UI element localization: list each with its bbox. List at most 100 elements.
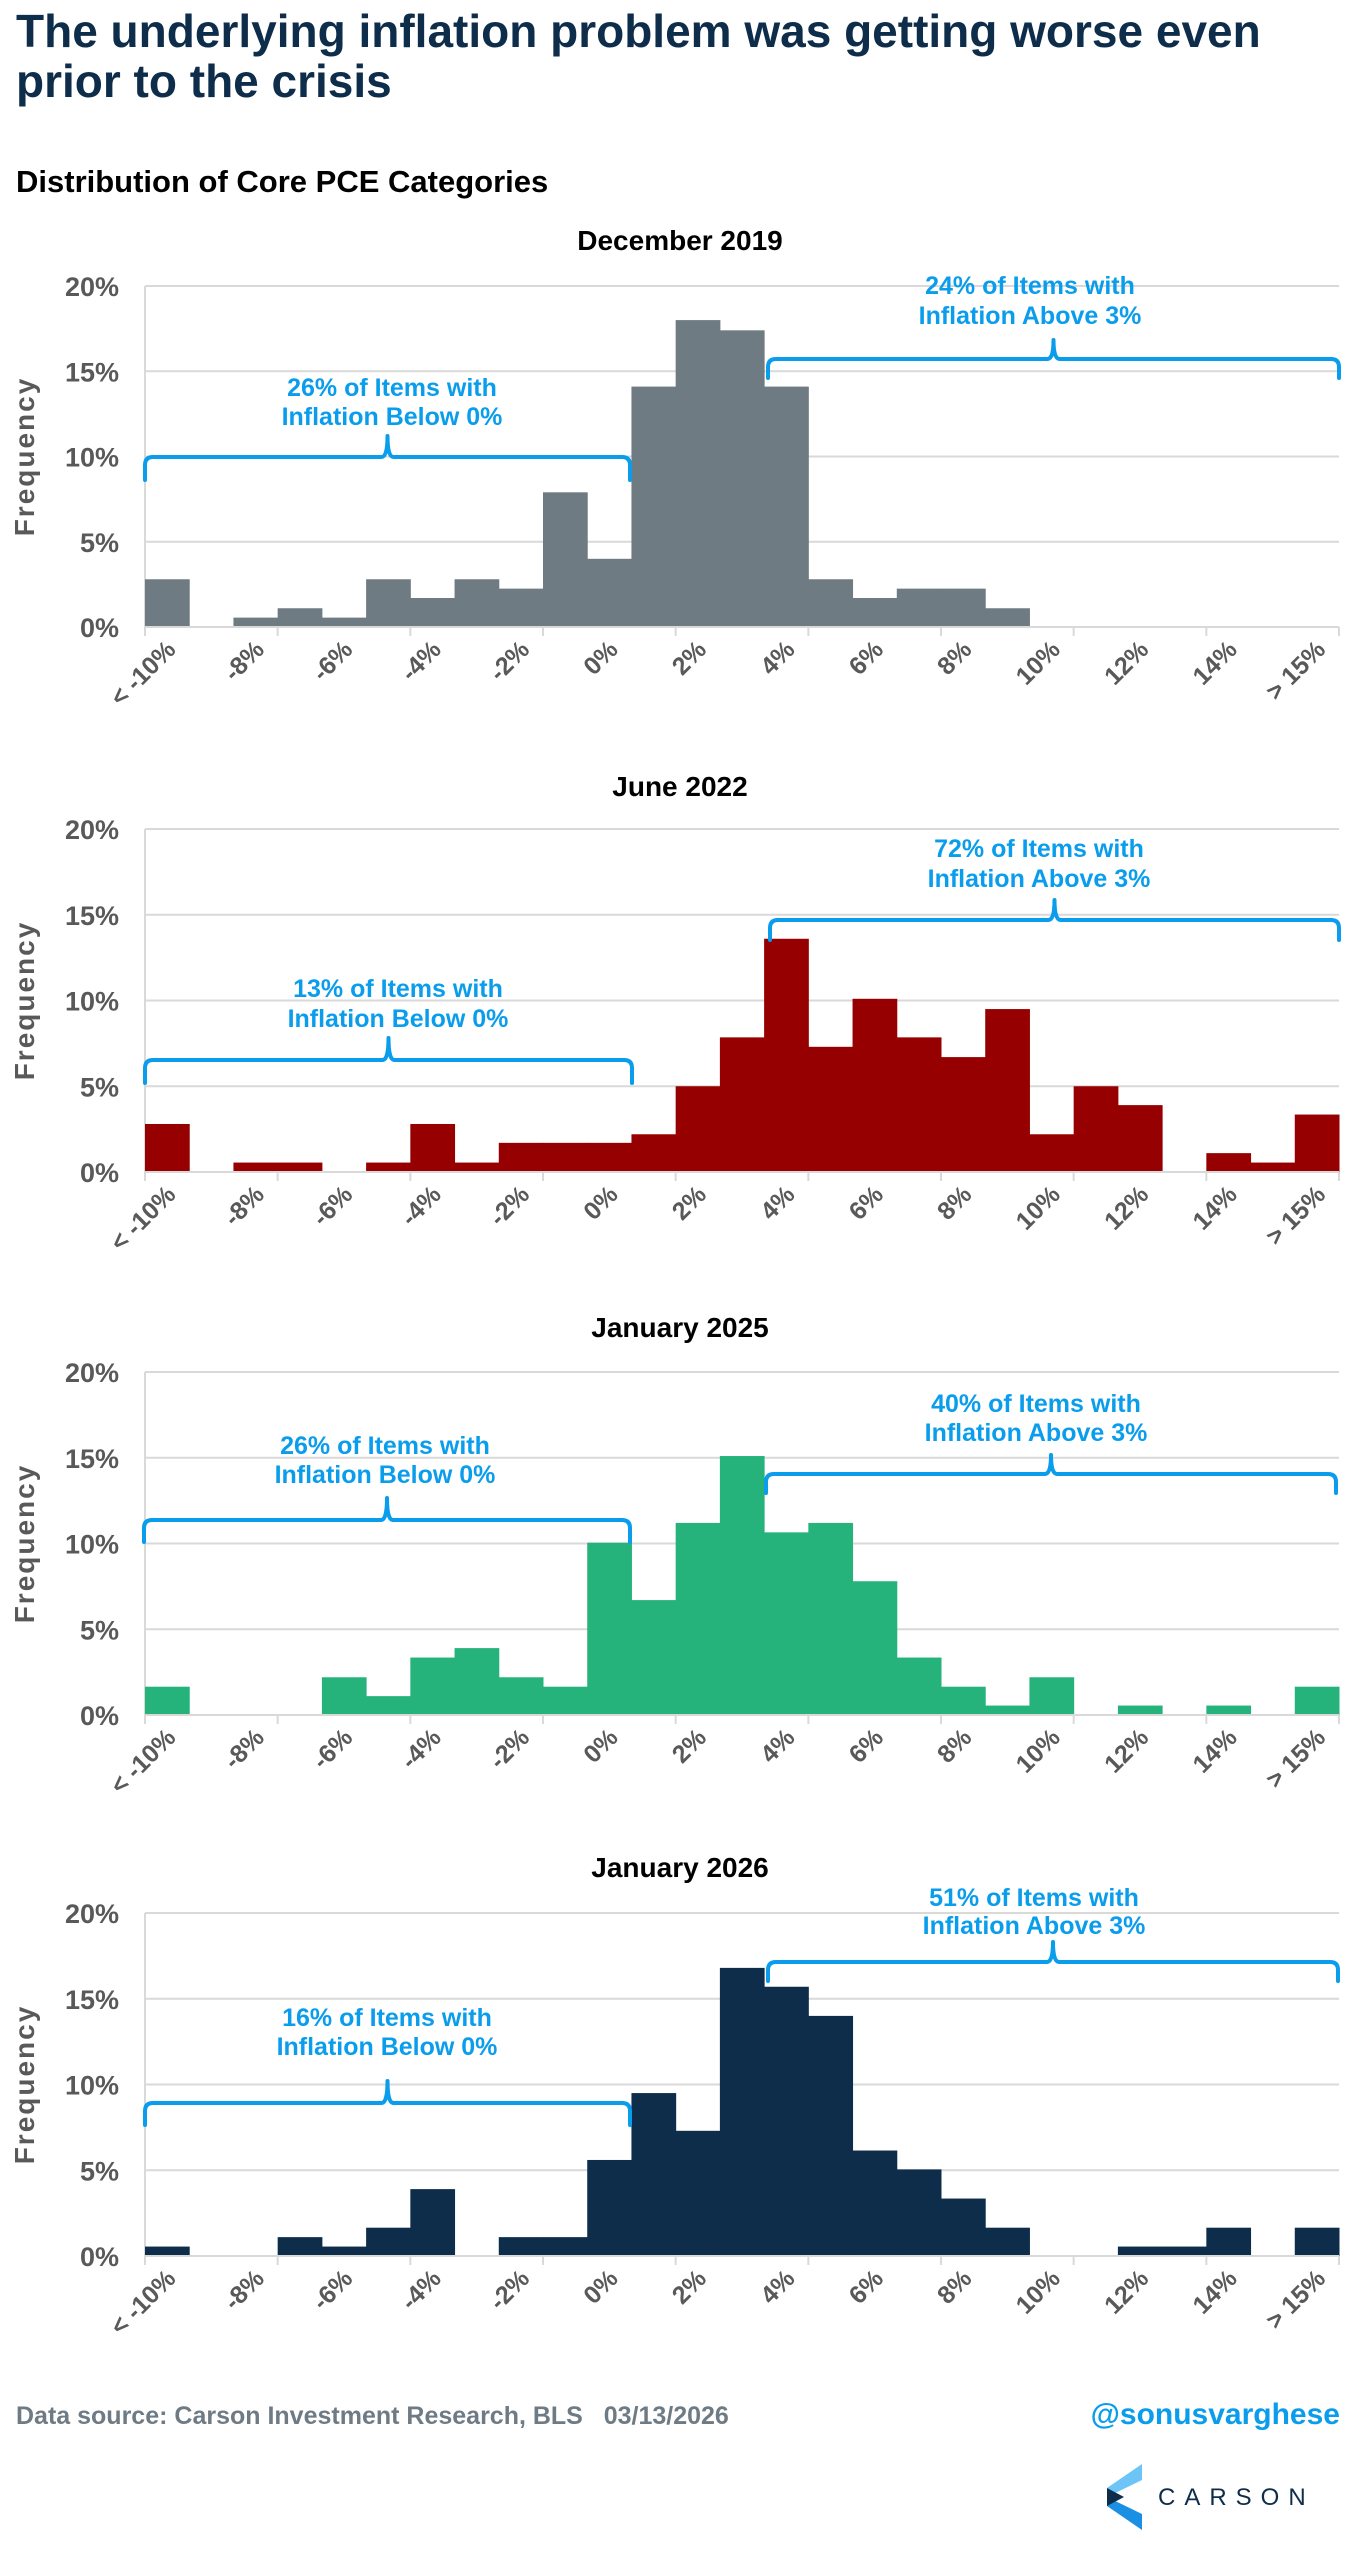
x-tick-label: 8% — [932, 1723, 977, 1768]
y-tick-label: 5% — [80, 1615, 119, 1645]
x-tick-label: 0% — [578, 1180, 623, 1225]
x-tick-label: 2% — [667, 1723, 712, 1768]
x-tick-label: < -10% — [105, 1723, 181, 1799]
histogram-bar — [145, 1123, 190, 1172]
histogram-bar — [233, 1162, 279, 1172]
carson-logo-text: CARSON — [1158, 2484, 1315, 2511]
annotation-line-2: Inflation Below 0% — [288, 1005, 509, 1033]
above-three-bracket — [768, 898, 1341, 942]
x-tick-label: 12% — [1099, 1180, 1154, 1235]
histogram-bar — [1294, 1686, 1340, 1715]
histogram-bar — [145, 2246, 190, 2256]
histogram-bar — [587, 1142, 632, 1172]
histogram-bar — [764, 386, 809, 627]
chart-title: December 2019 — [577, 225, 782, 256]
y-axis-label: Frequency — [9, 1464, 40, 1624]
histogram-bar — [321, 617, 367, 627]
y-tick-label: 5% — [80, 2156, 119, 2186]
histogram-bar — [675, 1086, 721, 1172]
y-tick-label: 0% — [80, 1158, 119, 1188]
annotation-line-2: Inflation Below 0% — [277, 2033, 498, 2061]
x-tick-label: -4% — [395, 635, 446, 686]
histogram-bar — [587, 558, 632, 627]
annotation-line-2: Inflation Above 3% — [923, 1912, 1146, 1940]
annotation-line-2: Inflation Above 3% — [925, 1419, 1148, 1447]
histogram-bar — [233, 617, 279, 627]
histogram-bar — [852, 998, 898, 1172]
y-tick-label: 15% — [65, 1444, 119, 1474]
x-tick-label: > 15% — [1261, 1723, 1331, 1793]
histogram-bar — [675, 320, 721, 627]
histogram-bar — [498, 588, 544, 627]
histogram-bar — [852, 2150, 898, 2256]
histogram-bar — [985, 1705, 1030, 1715]
carson-logo-icon — [1107, 2464, 1142, 2530]
x-tick-label: 10% — [1011, 635, 1066, 690]
histogram-bar — [808, 1046, 854, 1172]
x-tick-label: 8% — [932, 2264, 977, 2309]
histogram-bar — [587, 2159, 632, 2256]
x-tick-label: 12% — [1099, 635, 1154, 690]
histogram-bar — [631, 1134, 677, 1172]
x-tick-label: -6% — [307, 1180, 358, 1231]
histogram-bar — [764, 1986, 809, 2256]
above-three-bracket — [766, 1940, 1340, 1983]
x-tick-label: 12% — [1099, 2264, 1154, 2319]
annotation-line-1: 26% of Items with — [280, 1432, 490, 1460]
x-tick-label: 4% — [755, 1723, 800, 1768]
annotation-line-1: 40% of Items with — [931, 1390, 1141, 1418]
x-tick-label: 0% — [578, 1723, 623, 1768]
histogram-bar — [1294, 2227, 1340, 2256]
annotation-line-1: 51% of Items with — [929, 1884, 1139, 1912]
histogram-bar — [852, 1581, 898, 1715]
histogram-bar — [277, 608, 323, 627]
histogram-bar — [587, 1542, 632, 1715]
histogram-bar — [454, 1648, 500, 1715]
y-tick-label: 15% — [65, 901, 119, 931]
x-tick-label: < -10% — [105, 2264, 181, 2340]
chart-title: June 2022 — [612, 771, 747, 802]
y-tick-label: 15% — [65, 1985, 119, 2015]
x-tick-label: -2% — [484, 1180, 535, 1231]
histogram-bar — [1029, 1134, 1075, 1172]
x-tick-label: 14% — [1187, 1723, 1242, 1778]
annotation-line-1: 26% of Items with — [287, 374, 497, 402]
histogram-bar — [719, 1456, 765, 1715]
histogram-bar — [852, 598, 898, 627]
x-tick-label: -6% — [307, 635, 358, 686]
x-tick-label: -8% — [219, 635, 270, 686]
x-tick-label: > 15% — [1261, 1180, 1331, 1250]
histogram-bar — [410, 598, 456, 627]
x-tick-label: < -10% — [105, 1180, 181, 1256]
histogram-bar — [543, 492, 588, 627]
below-zero-bracket — [142, 1496, 632, 1544]
histogram-bar — [675, 2130, 721, 2256]
y-tick-label: 0% — [80, 2242, 119, 2272]
x-tick-label: 10% — [1011, 1180, 1066, 1235]
x-tick-label: 0% — [578, 635, 623, 680]
chart-title: January 2025 — [591, 1312, 768, 1343]
above-three-bracket — [764, 1453, 1338, 1495]
y-tick-label: 20% — [65, 815, 119, 845]
annotation-line-1: 72% of Items with — [934, 835, 1144, 863]
histogram-bar — [498, 1677, 544, 1715]
annotation-line-2: Inflation Below 0% — [275, 1461, 496, 1489]
carson-logo: CARSON — [1104, 2464, 1344, 2534]
x-tick-label: < -10% — [105, 635, 181, 711]
histogram-bar — [1206, 2227, 1252, 2256]
histogram-bar — [941, 1686, 986, 1715]
histogram-bar — [321, 2246, 367, 2256]
histogram-bar — [808, 2015, 854, 2256]
histogram-bar — [764, 1532, 809, 1715]
x-tick-label: 2% — [667, 1180, 712, 1225]
histogram-bar — [896, 588, 942, 627]
y-tick-label: 20% — [65, 1899, 119, 1929]
y-tick-label: 10% — [65, 1530, 119, 1560]
histogram-bar — [941, 1057, 986, 1172]
author-handle-link[interactable]: @sonusvarghese — [1090, 2398, 1340, 2431]
annotation-line-1: 13% of Items with — [293, 975, 503, 1003]
x-tick-label: 2% — [667, 635, 712, 680]
chart-title: January 2026 — [591, 1852, 768, 1883]
